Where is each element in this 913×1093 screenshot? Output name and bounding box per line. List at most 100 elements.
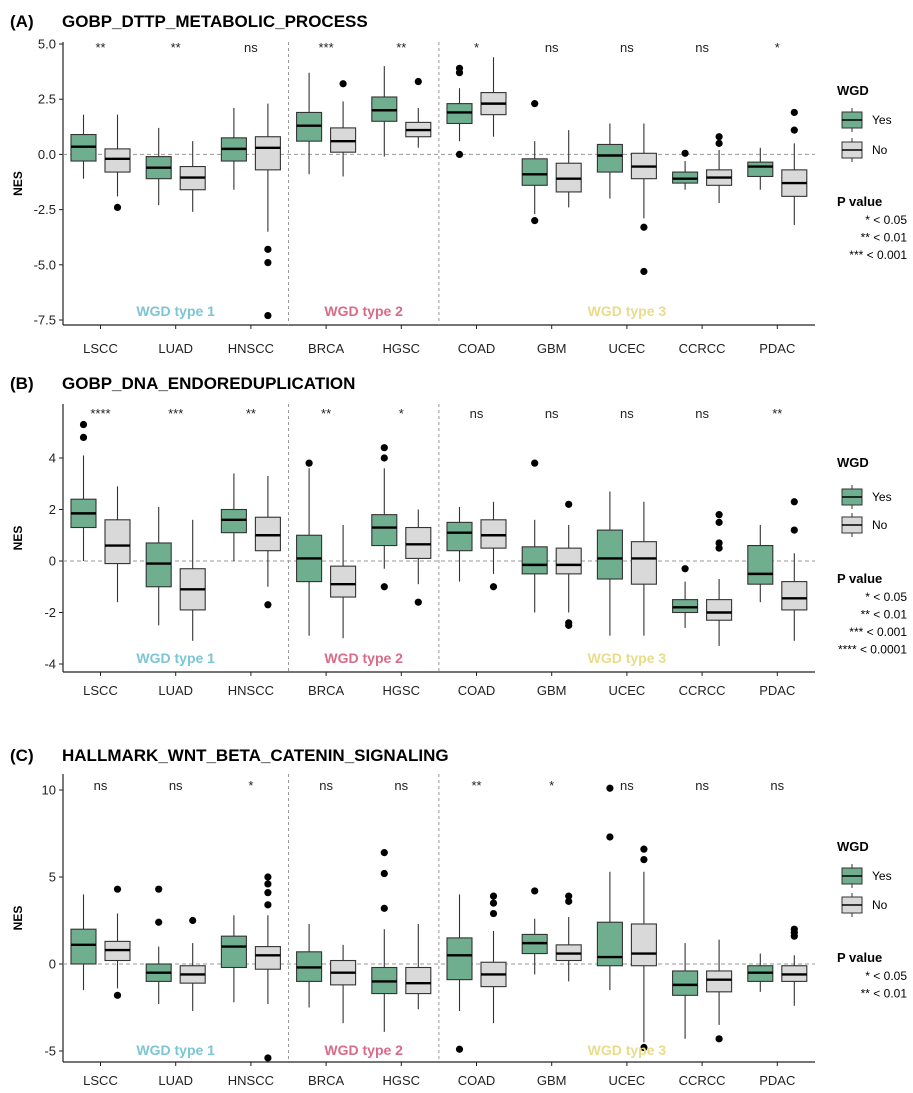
box-no-luad (179, 916, 206, 1011)
pvalue-legend-item: ** < 0.01 (861, 608, 908, 622)
panel-a: (A) GOBP_DTTP_METABOLIC_PROCESS 5.0 2.5 0.0 -… (10, 12, 907, 356)
box-iqr (405, 966, 432, 995)
outlier-point (155, 918, 163, 926)
box-yes-gbm (521, 100, 548, 225)
y-tick-label: 2 (49, 502, 56, 517)
box-yes-gbm (521, 887, 548, 975)
box-no-luad (179, 519, 206, 641)
x-tick-label: LUAD (158, 683, 193, 698)
significance-label: ** (95, 40, 105, 55)
legend: WGD Yes No P value * < 0.05 ** < 0.01 *** < 0.… (837, 83, 907, 262)
x-tick-label: BRCA (308, 1073, 344, 1088)
box-no-gbm (555, 892, 582, 982)
box-iqr (104, 519, 131, 565)
outlier-point (640, 1043, 648, 1052)
box-iqr (672, 970, 699, 996)
x-tick-label: LSCC (83, 1073, 118, 1088)
outlier-point (155, 885, 163, 893)
y-axis-title: NES (11, 906, 25, 931)
pvalue-legend-item: ** < 0.01 (861, 231, 908, 245)
legend-item-label: No (872, 898, 888, 912)
outlier-point (489, 892, 498, 900)
group-label: WGD type 1 (136, 1042, 215, 1058)
box-yes-lscc (70, 420, 97, 561)
outlier-point (489, 909, 498, 918)
x-tick-label: PDAC (759, 683, 795, 698)
box-yes-lscc (70, 114, 97, 179)
outlier-point (264, 901, 272, 909)
box-no-lscc (104, 486, 131, 603)
significance-label: ns (770, 778, 784, 793)
pvalue-legend-item: **** < 0.0001 (838, 643, 907, 657)
significance-label: *** (319, 40, 334, 55)
y-tick-label: 5 (49, 870, 56, 885)
x-tick-label: LUAD (158, 341, 193, 356)
outlier-point (455, 1045, 464, 1053)
x-tick-label: HGSC (383, 341, 421, 356)
outlier-point (113, 991, 122, 999)
outlier-point (790, 126, 798, 134)
box-iqr (630, 923, 657, 967)
x-tick-label: CCRCC (679, 683, 726, 698)
box-yes-hgsc (371, 849, 398, 1032)
box-no-ucec (630, 845, 657, 1052)
y-tick-label: -7.5 (34, 313, 56, 328)
box-yes-coad (446, 64, 473, 158)
outlier-point (531, 100, 539, 108)
outlier-point (531, 887, 539, 895)
x-tick-label: LUAD (158, 1073, 193, 1088)
significance-label: ns (545, 40, 559, 55)
y-tick-label: 10 (42, 783, 56, 798)
x-tick-label: UCEC (608, 683, 645, 698)
outlier-point (790, 498, 798, 506)
significance-label: *** (168, 406, 183, 421)
legend-title: WGD (837, 839, 869, 854)
legend-item-label: Yes (872, 869, 892, 883)
y-axis-title: NES (11, 171, 25, 196)
outlier-point (414, 598, 422, 606)
y-tick-label: -2 (44, 605, 56, 620)
outlier-point (414, 77, 422, 86)
box-no-brca (330, 80, 357, 177)
box-iqr (555, 547, 582, 575)
box-yes-ccrcc (672, 149, 699, 190)
legend-item-label: No (872, 143, 888, 157)
outlier-point (606, 784, 614, 792)
y-tick-label: 0.0 (38, 147, 56, 162)
box-no-lscc (104, 885, 131, 999)
outlier-point (264, 889, 272, 897)
y-tick-label: 2.5 (38, 92, 56, 107)
box-iqr (596, 143, 623, 173)
box-iqr (596, 921, 623, 967)
box-iqr (446, 521, 473, 552)
x-tick-label: CCRCC (679, 341, 726, 356)
significance-label: ns (695, 406, 709, 421)
significance-label: ns (94, 778, 108, 793)
box-no-ucec (630, 501, 657, 636)
box-iqr (630, 541, 657, 585)
outlier-point (531, 459, 539, 467)
box-no-pdac (781, 925, 808, 1006)
outlier-point (681, 149, 689, 157)
legend-item-label: No (872, 518, 888, 532)
box-no-pdac (781, 498, 808, 641)
box-yes-ucec (596, 784, 623, 991)
outlier-point (715, 539, 723, 547)
outlier-point (455, 69, 464, 77)
box-no-coad (480, 892, 507, 1024)
outlier-point (113, 203, 122, 211)
box-no-coad (480, 57, 507, 137)
pvalue-legend-title: P value (837, 571, 882, 586)
box-no-gbm (555, 500, 582, 629)
box-yes-ucec (596, 123, 623, 199)
outlier-point (264, 873, 272, 881)
outlier-point (455, 150, 464, 158)
box-no-luad (179, 141, 206, 212)
box-yes-luad (145, 127, 172, 206)
x-tick-label: COAD (458, 683, 496, 698)
significance-label: ns (545, 406, 559, 421)
significance-label: ns (470, 406, 484, 421)
box-no-pdac (781, 108, 808, 226)
outlier-point (380, 869, 388, 878)
outlier-point (606, 833, 614, 841)
